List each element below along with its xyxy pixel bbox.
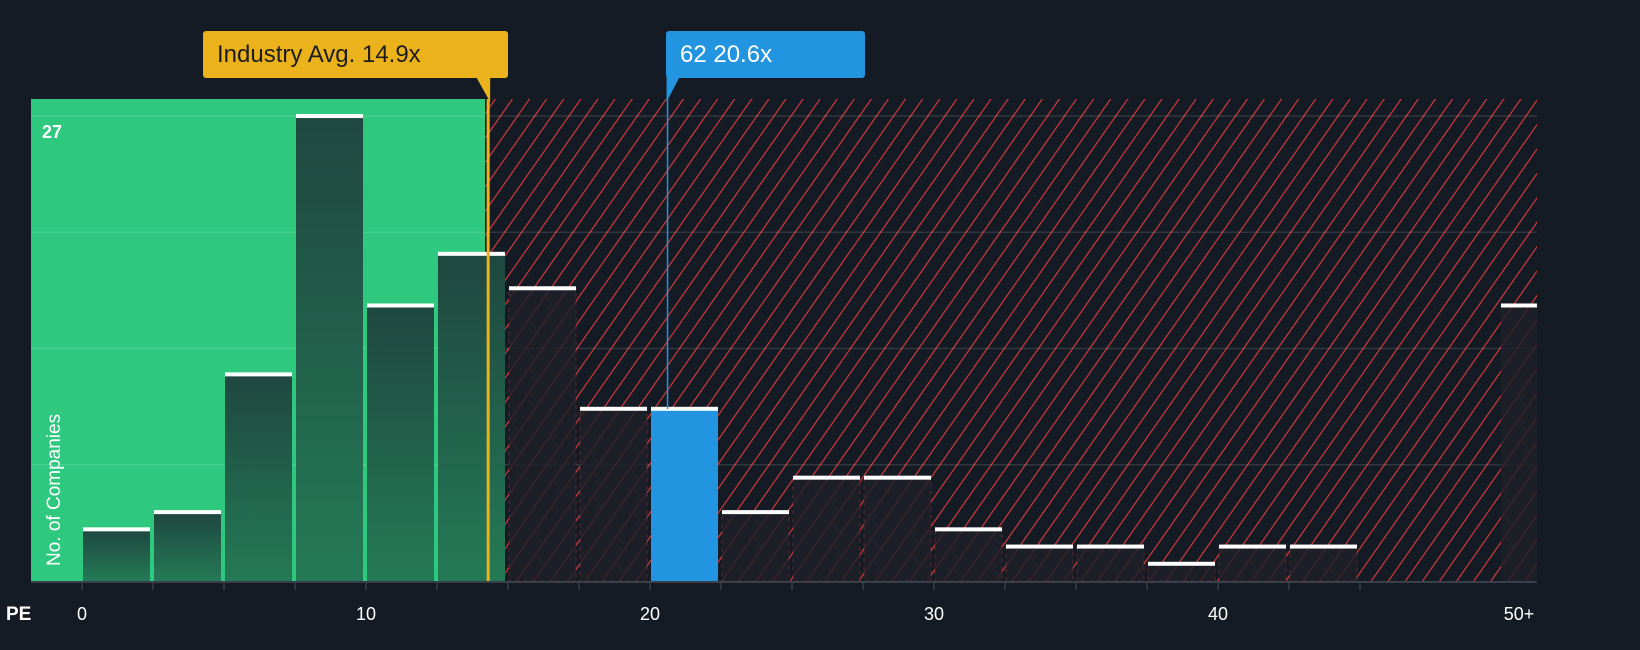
- bar-cap: [1219, 544, 1286, 549]
- histogram-bar: [1006, 546, 1073, 581]
- bar-cap: [509, 286, 576, 291]
- industry-callout-pointer: [476, 77, 491, 102]
- bar-cap: [651, 406, 718, 411]
- bar-cap: [1290, 544, 1357, 549]
- x-tick-label: 10: [356, 604, 376, 624]
- y-axis-label: No. of Companies: [44, 414, 65, 566]
- histogram-bar: [225, 374, 292, 581]
- histogram-bar: [935, 529, 1002, 581]
- histogram-bar: [509, 288, 576, 581]
- bar-cap: [1006, 544, 1073, 549]
- x-tick-label: 30: [924, 604, 944, 624]
- histogram-bar: [580, 408, 647, 581]
- bar-cap: [793, 475, 860, 480]
- histogram-bar: [83, 529, 150, 581]
- histogram-bar: [1148, 563, 1215, 581]
- company-callout: 62 20.6x: [666, 31, 865, 78]
- x-tick-label: 20: [640, 604, 660, 624]
- bar-cap: [1077, 544, 1144, 549]
- bar-cap: [580, 406, 647, 411]
- industry-avg-callout: Industry Avg. 14.9x: [203, 31, 508, 78]
- histogram-bar: [793, 477, 860, 581]
- bar-cap: [83, 527, 150, 532]
- bar-cap: [154, 510, 221, 515]
- bar-cap: [296, 114, 363, 119]
- bar-cap: [935, 527, 1002, 532]
- histogram-bar: [154, 512, 221, 581]
- histogram-bar: [1219, 546, 1286, 581]
- histogram-bar: [1501, 305, 1537, 581]
- x-tick-label: 40: [1208, 604, 1228, 624]
- company-callout-pointer: [666, 77, 680, 102]
- bar-cap: [1148, 561, 1215, 566]
- histogram-bar: [1290, 546, 1357, 581]
- x-tick-label: 0: [77, 604, 87, 624]
- histogram-bar: [296, 116, 363, 581]
- bar-cap: [722, 510, 789, 515]
- histogram-bar: [367, 305, 434, 581]
- x-tick-label: 50+: [1504, 604, 1535, 624]
- bar-cap: [225, 372, 292, 377]
- bar-cap: [1501, 303, 1537, 308]
- bar-cap: [864, 475, 931, 480]
- histogram-bar: [651, 408, 718, 581]
- x-axis-label: PE: [6, 604, 31, 625]
- histogram-bar: [722, 512, 789, 581]
- histogram-bar: [438, 253, 505, 581]
- bar-cap: [438, 251, 505, 256]
- bar-cap: [367, 303, 434, 308]
- y-max-label: 27: [42, 122, 62, 142]
- histogram-bar: [1077, 546, 1144, 581]
- histogram-bar: [864, 477, 931, 581]
